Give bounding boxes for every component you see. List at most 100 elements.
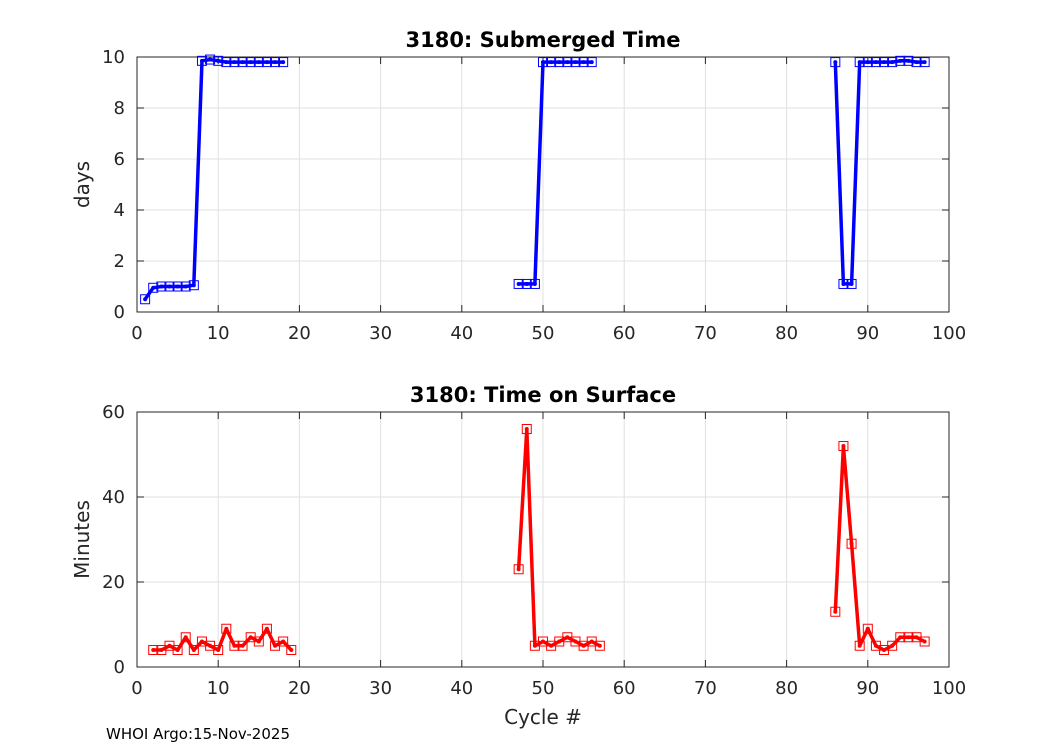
data-marker [586, 57, 597, 68]
data-dot [557, 639, 562, 644]
x-tick-label: 0 [131, 678, 142, 699]
y-axis-label: days [70, 161, 94, 208]
data-dot [597, 643, 602, 648]
data-marker [919, 57, 930, 68]
x-tick-label: 20 [288, 678, 311, 699]
data-dot [264, 626, 269, 631]
data-dot [524, 427, 529, 431]
data-dot [906, 635, 911, 640]
data-marker [278, 636, 289, 647]
y-tick-label: 10 [102, 47, 125, 68]
data-dot [516, 567, 521, 572]
data-marker [521, 278, 532, 289]
data-marker [529, 278, 540, 289]
data-marker [895, 632, 906, 643]
data-dot [833, 60, 838, 65]
data-marker [221, 623, 232, 634]
data-marker [221, 57, 232, 68]
data-marker [838, 441, 849, 451]
data-dot [581, 60, 586, 65]
x-tick-label: 70 [694, 678, 717, 699]
data-dot [541, 60, 545, 65]
data-marker [578, 57, 589, 68]
data-marker [903, 632, 914, 643]
data-marker [846, 538, 857, 549]
data-dot [273, 643, 278, 648]
data-dot [849, 281, 854, 286]
data-marker [887, 57, 898, 68]
data-marker [911, 57, 922, 68]
data-dot [273, 60, 278, 65]
data-dot [532, 281, 537, 286]
data-marker [261, 623, 272, 634]
data-dot [183, 284, 188, 289]
data-marker [253, 57, 264, 68]
data-marker [253, 636, 264, 647]
axes-frame [136, 411, 950, 668]
data-marker [237, 57, 248, 68]
x-tick-label: 100 [932, 678, 966, 699]
data-marker [213, 55, 224, 66]
y-tick-label: 4 [114, 200, 125, 221]
data-marker [830, 606, 841, 617]
y-axis-label: Minutes [70, 500, 94, 579]
data-dot [240, 60, 245, 65]
data-dot [873, 643, 878, 648]
data-dot [565, 635, 570, 640]
y-tick-label: 2 [114, 251, 125, 272]
x-tick-label: 50 [532, 678, 555, 699]
y-tick-label: 20 [102, 572, 125, 593]
data-dot [581, 643, 586, 648]
y-tick-label: 8 [114, 98, 125, 119]
data-dot [175, 284, 180, 289]
data-dot [841, 444, 846, 448]
data-dot [281, 60, 286, 65]
x-tick-label: 0 [131, 323, 142, 344]
data-marker [879, 57, 890, 68]
data-dot [281, 639, 286, 644]
surface-time-chart: 0 10 20 30 40 50 60 70 80 90 100 0 20 40 60 3180: Time … [70, 383, 966, 729]
data-marker [172, 281, 183, 292]
y-tick-label: 6 [114, 149, 125, 170]
data-marker [140, 294, 151, 305]
data-dot [532, 643, 537, 648]
data-marker [854, 57, 865, 68]
data-marker [205, 54, 216, 65]
x-tick-label: 30 [369, 323, 392, 344]
data-dot [589, 639, 594, 644]
data-marker [229, 57, 240, 68]
data-marker [180, 281, 191, 292]
data-dot [882, 648, 887, 652]
data-marker [180, 632, 191, 643]
data-dot [565, 60, 570, 65]
data-marker [870, 57, 881, 68]
data-dot [289, 648, 294, 652]
data-marker [903, 55, 914, 66]
chart-title: 3180: Submerged Time [405, 28, 680, 52]
data-dot [573, 60, 578, 65]
data-dot [199, 639, 204, 644]
data-dot [208, 643, 213, 648]
data-marker [521, 424, 532, 434]
data-dot [224, 60, 229, 65]
data-marker [862, 57, 873, 68]
footer-credit: WHOI Argo:15-Nov-2025 [106, 725, 290, 743]
data-dot [256, 639, 261, 644]
data-dot [914, 635, 919, 640]
data-dot [857, 60, 862, 65]
data-marker [148, 645, 159, 655]
data-dot [216, 648, 221, 652]
x-tick-label: 50 [532, 323, 555, 344]
data-marker [286, 645, 297, 655]
data-dot [541, 639, 545, 644]
data-marker [245, 57, 256, 68]
data-dot [264, 60, 269, 65]
data-dot [167, 643, 172, 648]
data-dot [224, 626, 229, 631]
x-tick-label: 20 [288, 323, 311, 344]
data-dot [183, 635, 188, 640]
data-marker [237, 640, 248, 651]
data-marker [862, 623, 873, 634]
data-dot [857, 643, 862, 648]
data-marker [895, 55, 906, 66]
